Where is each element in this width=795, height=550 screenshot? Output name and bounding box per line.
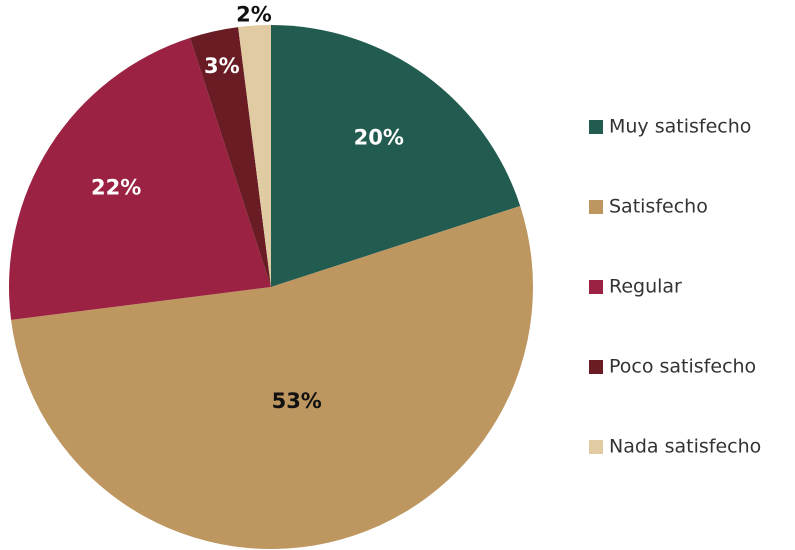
data-label: 20% [354, 126, 404, 150]
data-label: 3% [204, 54, 240, 78]
data-label: 2% [236, 3, 272, 27]
legend-label: Nada satisfecho [609, 436, 761, 458]
pie-slice [11, 206, 534, 549]
data-label: 22% [91, 176, 141, 200]
data-label: 53% [272, 389, 322, 413]
pie-slice [271, 25, 521, 287]
legend-swatch [589, 280, 603, 294]
legend-label: Satisfecho [609, 196, 708, 218]
pie-slice [8, 37, 271, 320]
legend-label: Regular [609, 276, 682, 298]
legend-label: Muy satisfecho [609, 116, 751, 138]
legend-swatch [589, 360, 603, 374]
pie-slice [238, 25, 271, 287]
legend-swatch [589, 440, 603, 454]
legend-swatch [589, 200, 603, 214]
legend-swatch [589, 120, 603, 134]
pie-slice [190, 27, 271, 287]
legend-label: Poco satisfecho [609, 356, 756, 378]
